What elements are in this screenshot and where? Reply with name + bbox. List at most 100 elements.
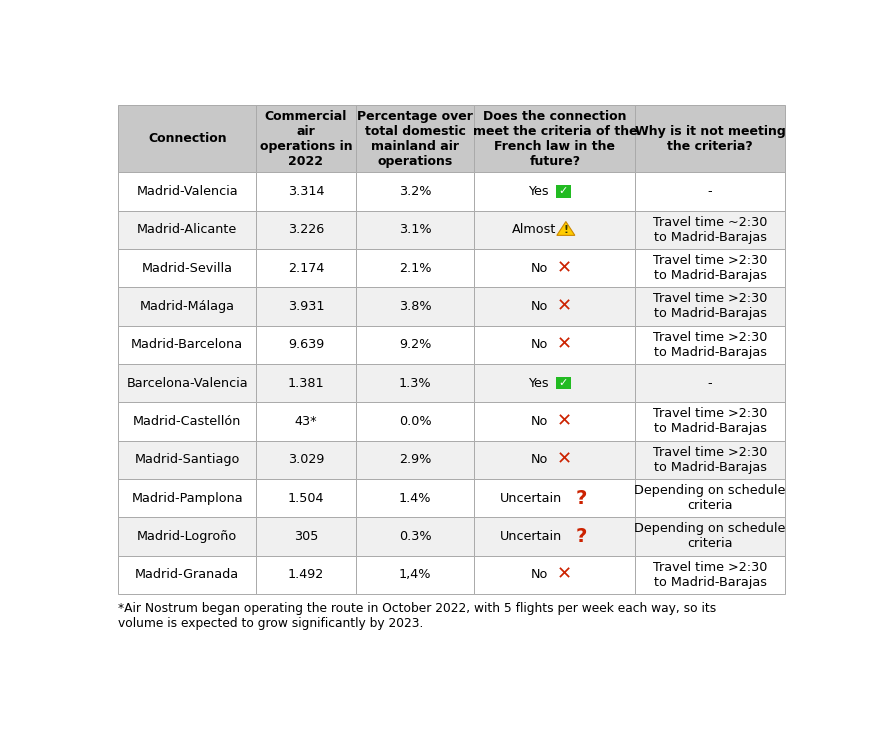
Bar [118,556,256,594]
Bar [256,556,356,594]
Text: Commercial
air
operations in
2022: Commercial air operations in 2022 [260,110,352,167]
Bar [356,556,475,594]
Bar [635,517,785,556]
Text: 9.639: 9.639 [288,338,324,351]
Bar [356,105,475,172]
Text: Madrid-Logroño: Madrid-Logroño [137,530,237,543]
Bar [118,364,256,402]
Text: *Air Nostrum began operating the route in October 2022, with 5 flights per week : *Air Nostrum began operating the route i… [118,602,716,631]
Text: Does the connection
meet the criteria of the
French law in the
future?: Does the connection meet the criteria of… [472,110,637,167]
Bar [256,288,356,325]
Bar [475,402,635,441]
Text: Yes: Yes [528,376,548,390]
Text: Madrid-Granada: Madrid-Granada [135,568,240,581]
Bar [356,325,475,364]
Text: 9.2%: 9.2% [399,338,432,351]
Bar [356,249,475,288]
Text: 1.504: 1.504 [288,491,324,505]
Text: ?: ? [575,527,587,546]
Bar [635,556,785,594]
Bar [635,364,785,402]
Bar [475,210,635,249]
Text: Travel time >2:30
to Madrid-Barajas: Travel time >2:30 to Madrid-Barajas [653,408,767,436]
Bar [475,556,635,594]
Text: Madrid-Valencia: Madrid-Valencia [137,185,238,198]
Bar [256,249,356,288]
Text: Travel time >2:30
to Madrid-Barajas: Travel time >2:30 to Madrid-Barajas [653,254,767,282]
Bar [118,402,256,441]
Text: -: - [707,376,713,390]
Bar [475,517,635,556]
Text: Madrid-Castellón: Madrid-Castellón [133,415,241,428]
Bar [118,441,256,479]
Text: Why is it not meeting
the criteria?: Why is it not meeting the criteria? [634,124,785,153]
Text: 2.174: 2.174 [288,262,324,275]
Text: 1.492: 1.492 [288,568,324,581]
Text: Percentage over
total domestic
mainland air
operations: Percentage over total domestic mainland … [357,110,473,167]
Text: Yes: Yes [528,185,548,198]
Bar [356,172,475,210]
Bar [475,105,635,172]
Bar [356,479,475,517]
Text: 3.226: 3.226 [288,223,324,236]
Text: No: No [531,415,549,428]
Text: Madrid-Barcelona: Madrid-Barcelona [131,338,243,351]
Text: Travel time >2:30
to Madrid-Barajas: Travel time >2:30 to Madrid-Barajas [653,293,767,320]
Text: ✓: ✓ [559,378,567,388]
Text: No: No [531,453,549,466]
Bar [635,402,785,441]
Bar [256,517,356,556]
Text: 3.931: 3.931 [288,300,324,313]
Bar [635,325,785,364]
Text: Madrid-Sevilla: Madrid-Sevilla [142,262,233,275]
Bar [118,288,256,325]
Bar [475,441,635,479]
Text: ?: ? [575,488,587,508]
Bar [256,402,356,441]
Text: No: No [531,300,549,313]
Text: Madrid-Pamplona: Madrid-Pamplona [131,491,243,505]
Bar [256,441,356,479]
Bar [256,364,356,402]
Bar [635,105,785,172]
Bar [118,479,256,517]
Bar [118,210,256,249]
Bar [635,288,785,325]
Bar [118,249,256,288]
Text: Madrid-Málaga: Madrid-Málaga [140,300,234,313]
Text: ✕: ✕ [557,297,572,316]
Bar [256,210,356,249]
Text: 3.029: 3.029 [288,453,324,466]
Text: Madrid-Alicante: Madrid-Alicante [137,223,237,236]
Bar [356,517,475,556]
Text: Connection: Connection [148,132,226,145]
Text: 1.3%: 1.3% [399,376,432,390]
Text: ✕: ✕ [557,336,572,353]
Text: 2.9%: 2.9% [399,453,432,466]
Text: Travel time >2:30
to Madrid-Barajas: Travel time >2:30 to Madrid-Barajas [653,561,767,588]
Text: Depending on schedule
criteria: Depending on schedule criteria [634,522,786,551]
Bar [635,249,785,288]
Text: 43*: 43* [294,415,317,428]
Bar [118,517,256,556]
Text: 3.8%: 3.8% [399,300,432,313]
Bar [356,364,475,402]
Bar [475,172,635,210]
Text: Barcelona-Valencia: Barcelona-Valencia [127,376,248,390]
Bar [256,325,356,364]
Text: ✕: ✕ [557,451,572,469]
Bar [256,172,356,210]
Text: ✕: ✕ [557,413,572,431]
Bar [118,172,256,210]
Text: 2.1%: 2.1% [399,262,432,275]
Bar [556,185,571,198]
Text: Travel time ~2:30
to Madrid-Barajas: Travel time ~2:30 to Madrid-Barajas [653,216,767,244]
Bar [356,288,475,325]
Text: No: No [531,568,549,581]
Text: Travel time >2:30
to Madrid-Barajas: Travel time >2:30 to Madrid-Barajas [653,330,767,359]
Text: 1,4%: 1,4% [399,568,432,581]
Text: Madrid-Santiago: Madrid-Santiago [135,453,240,466]
Text: Almost: Almost [512,223,557,236]
Text: Uncertain: Uncertain [500,491,562,505]
Text: 1.381: 1.381 [288,376,324,390]
